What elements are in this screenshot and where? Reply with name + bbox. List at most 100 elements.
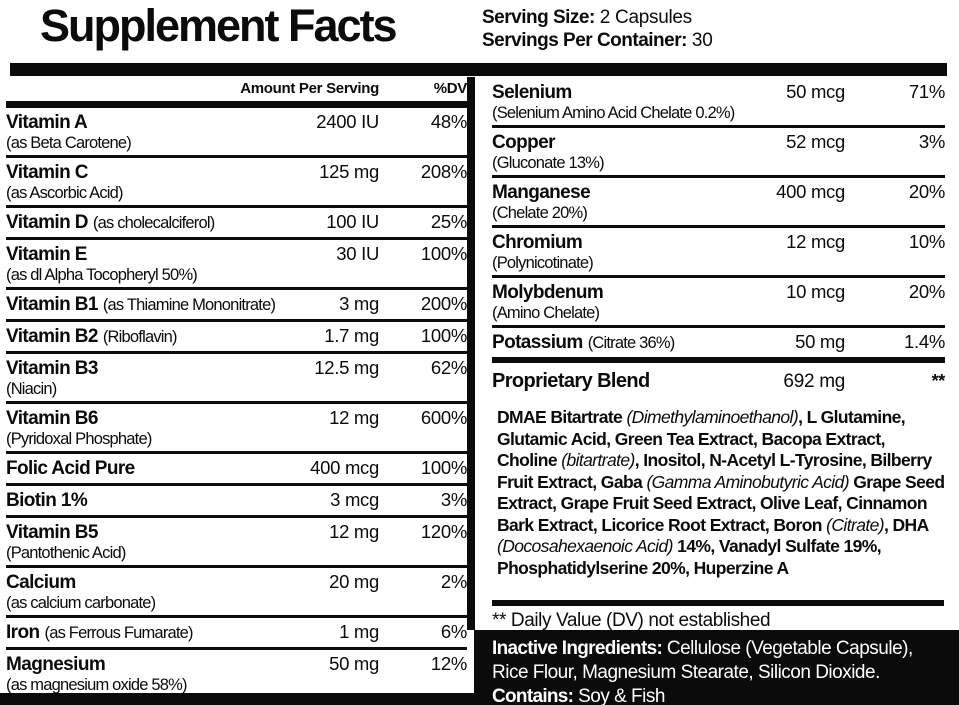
table-row: Selenium 50 mcg 71% (Selenium Amino Acid Ch… [492,78,945,128]
nutrient-name: Vitamin A [6,112,88,133]
table-row: Vitamin B3 12.5 mg 62% (Niacin) [6,354,467,404]
right-nutrient-rows: Selenium 50 mcg 71% (Selenium Amino Acid Ch… [492,78,945,363]
nutrient-name: Potassium [492,332,583,353]
nutrient-dv: 6% [440,621,467,642]
nutrient-source: (Polynicotinate) [492,254,594,272]
servings-per-container-line: Servings Per Container: 30 [482,29,713,52]
nutrient-name: Chromium [492,232,583,253]
nutrient-dv: 2% [440,571,467,592]
nutrient-amount: 400 mcg [310,457,379,478]
nutrient-dv: 600% [420,407,467,428]
table-row: Copper 52 mcg 3% (Gluconate 13%) [492,128,945,178]
nutrient-name: Molybdenum [492,282,604,303]
nutrient-name: Manganese [492,182,591,203]
nutrient-amount: 100 IU [326,211,379,232]
nutrient-source: (Amino Chelate) [492,304,600,322]
nutrient-dv: 100% [420,457,467,478]
blend-ingredient-segment: , Inositol, N-Acetyl L-Tyrosine, Bilberr… [497,450,932,492]
nutrient-amount: 12 mcg [786,231,845,252]
nutrient-dv: 208% [420,161,467,182]
amount-per-serving-header: Amount Per Serving [240,80,379,97]
blend-ingredient-segment: DMAE Bitartrate [497,407,627,427]
top-divider-bar [10,63,947,76]
nutrient-dv: 48% [430,111,467,132]
nutrient-amount: 12 mg [329,407,379,428]
table-row: Calcium 20 mg 2% (as calcium carbonate) [6,568,467,618]
nutrient-name: Selenium [492,82,572,103]
nutrient-source: (Pyridoxal Phosphate) [6,430,152,448]
contains-text: Contains: Soy & Fish [492,686,665,705]
nutrient-dv: 100% [420,243,467,264]
nutrient-amount: 50 mg [329,653,379,674]
page-title: Supplement Facts [40,0,398,51]
nutrient-name: Vitamin B6 [6,408,98,429]
contains-label: Contains: [492,686,574,705]
nutrient-source: (as Beta Carotene) [6,134,132,152]
footnote-divider [492,600,944,606]
column-divider-bar [467,77,475,630]
nutrient-name: Vitamin B5 [6,522,98,543]
left-column: Amount Per Serving %DV Vitamin A 2400 IU 4… [6,78,467,705]
nutrient-dv: 25% [430,211,467,232]
nutrient-source: (Pantothenic Acid) [6,544,126,562]
blend-ingredient-segment: , DHA [883,514,929,535]
nutrient-dv: 100% [420,325,467,346]
blend-ingredient-segment: (Citrate) [826,514,884,535]
bottom-divider-bar [0,693,474,705]
proprietary-blend-row: Proprietary Blend 692 mg ** [492,363,945,395]
table-row: Molybdenum 10 mcg 20% (Amino Chelate) [492,278,945,328]
nutrient-name: Copper [492,132,556,153]
proprietary-blend-amount: 692 mg [783,371,845,392]
blend-ingredient-segment: Grape Seed Extract, Grape Fruit Seed Ext… [497,471,945,535]
daily-value-footnote: ** Daily Value (DV) not established [492,610,771,631]
nutrient-dv: 62% [430,357,467,378]
nutrient-dv: 1.4% [904,331,945,352]
proprietary-blend-dv: ** [931,371,946,391]
nutrient-amount: 125 mg [319,161,379,182]
dv-header: %DV [433,80,468,97]
blend-ingredient-segment: (Docosahexaenoic Acid) [497,536,673,556]
contains-list: Soy & Fish [573,686,665,705]
nutrient-dv: 3% [440,489,467,510]
nutrient-amount: 20 mg [329,571,379,592]
table-row: Potassium (Citrate 36%) 50 mg 1.4% [492,328,945,363]
nutrient-name: Folic Acid Pure [6,458,135,479]
table-row: Vitamin B5 12 mg 120% (Pantothenic Acid) [6,518,467,568]
table-row: Vitamin E 30 IU 100% (as dl Alpha Tocophery… [6,240,467,290]
nutrient-name: Calcium [6,572,76,593]
nutrient-amount: 10 mcg [786,281,845,302]
table-row: Vitamin C 125 mg 208% (as Ascorbic Acid) [6,158,467,208]
serving-size-label: Serving Size: [482,7,595,28]
nutrient-dv: 12% [430,653,467,674]
nutrient-dv: 20% [908,281,945,302]
nutrient-dv: 71% [908,81,945,102]
nutrient-name: Vitamin C [6,162,88,183]
table-row: Manganese 400 mcg 20% (Chelate 20%) [492,178,945,228]
table-row: Chromium 12 mcg 10% (Polynicotinate) [492,228,945,278]
table-row: Vitamin B1 (as Thiamine Mononitrate) 3 mg 2… [6,290,467,322]
nutrient-source: (as cholecalciferol) [92,214,215,232]
nutrient-source: (as calcium carbonate) [6,594,156,612]
nutrient-amount: 52 mcg [786,131,845,152]
nutrient-source: (Gluconate 13%) [492,154,605,172]
nutrient-name: Vitamin E [6,244,87,265]
nutrient-amount: 30 IU [336,243,379,264]
blend-ingredient-segment: (Dimethylaminoethanol) [626,407,799,427]
servings-per-container-label: Servings Per Container: [482,30,687,51]
table-header: Amount Per Serving %DV [6,78,467,108]
nutrient-name: Vitamin B1 [6,294,98,315]
nutrient-source: (Niacin) [6,380,57,398]
nutrient-name: Vitamin B3 [6,358,98,379]
serving-info: Serving Size: 2 Capsules Servings Per Co… [482,6,713,52]
nutrient-source: (Citrate 36%) [587,334,676,352]
nutrient-amount: 12.5 mg [314,357,379,378]
nutrient-amount: 3 mg [339,293,379,314]
nutrient-name: Vitamin B2 [6,326,98,347]
inactive-ingredients-text: Inactive Ingredients: Cellulose (Vegetab… [492,638,913,683]
nutrient-amount: 3 mcg [330,489,379,510]
nutrient-dv: 20% [908,181,945,202]
nutrient-source: (as dl Alpha Tocopheryl 50%) [6,266,198,284]
nutrient-amount: 2400 IU [316,111,379,132]
nutrient-amount: 50 mg [795,331,845,352]
blend-ingredient-segment: , L Glutamine, Glutamic Acid, Green Tea … [497,407,906,470]
